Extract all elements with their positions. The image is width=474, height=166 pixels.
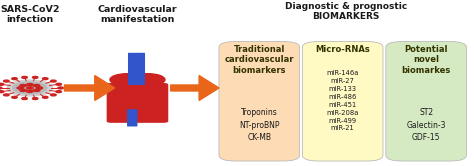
Text: Potential
novel
biomarkes: Potential novel biomarkes [401,45,451,75]
Circle shape [4,94,9,96]
Circle shape [56,83,62,85]
Circle shape [17,87,24,89]
Circle shape [32,98,38,100]
FancyBboxPatch shape [219,42,300,161]
FancyBboxPatch shape [107,83,168,123]
Circle shape [22,76,27,78]
Text: SARS-CoV2
infection: SARS-CoV2 infection [0,5,60,24]
Circle shape [43,96,48,98]
Circle shape [27,90,33,92]
Text: Troponins
NT-proBNP
CK-MB: Troponins NT-proBNP CK-MB [239,108,280,142]
Circle shape [13,82,47,94]
Text: miR-146a
miR-27
miR-133
miR-486
miR-451
miR-208a
miR-499
miR-21: miR-146a miR-27 miR-133 miR-486 miR-451 … [327,70,359,131]
Circle shape [0,91,4,93]
Circle shape [131,74,165,86]
FancyBboxPatch shape [127,109,137,126]
Circle shape [7,80,53,96]
Circle shape [0,87,2,89]
Circle shape [0,83,4,85]
Text: Diagnostic & prognostic
BIOMARKERS: Diagnostic & prognostic BIOMARKERS [285,2,407,21]
FancyArrow shape [171,76,219,100]
Circle shape [43,78,48,80]
FancyBboxPatch shape [128,53,145,85]
Circle shape [51,94,56,96]
Circle shape [20,89,26,91]
FancyBboxPatch shape [302,42,383,161]
Circle shape [110,74,144,86]
Circle shape [12,96,17,98]
FancyArrow shape [64,76,115,100]
Circle shape [34,84,40,87]
Text: ST2
Galectin-3
GDF-15: ST2 Galectin-3 GDF-15 [406,108,446,142]
Circle shape [34,89,40,91]
FancyBboxPatch shape [386,42,466,161]
Circle shape [36,87,43,89]
Circle shape [32,76,38,78]
Circle shape [27,87,33,89]
Circle shape [22,98,27,100]
Circle shape [12,78,17,80]
Text: Cardiovascular
manifestation: Cardiovascular manifestation [98,5,177,24]
Circle shape [20,84,26,87]
Circle shape [4,80,9,82]
Circle shape [51,80,56,82]
Text: Micro-RNAs: Micro-RNAs [315,45,370,54]
Text: Traditional
cardiovascular
biomarkers: Traditional cardiovascular biomarkers [225,45,294,75]
Circle shape [58,87,64,89]
Circle shape [27,83,33,86]
Circle shape [56,91,62,93]
